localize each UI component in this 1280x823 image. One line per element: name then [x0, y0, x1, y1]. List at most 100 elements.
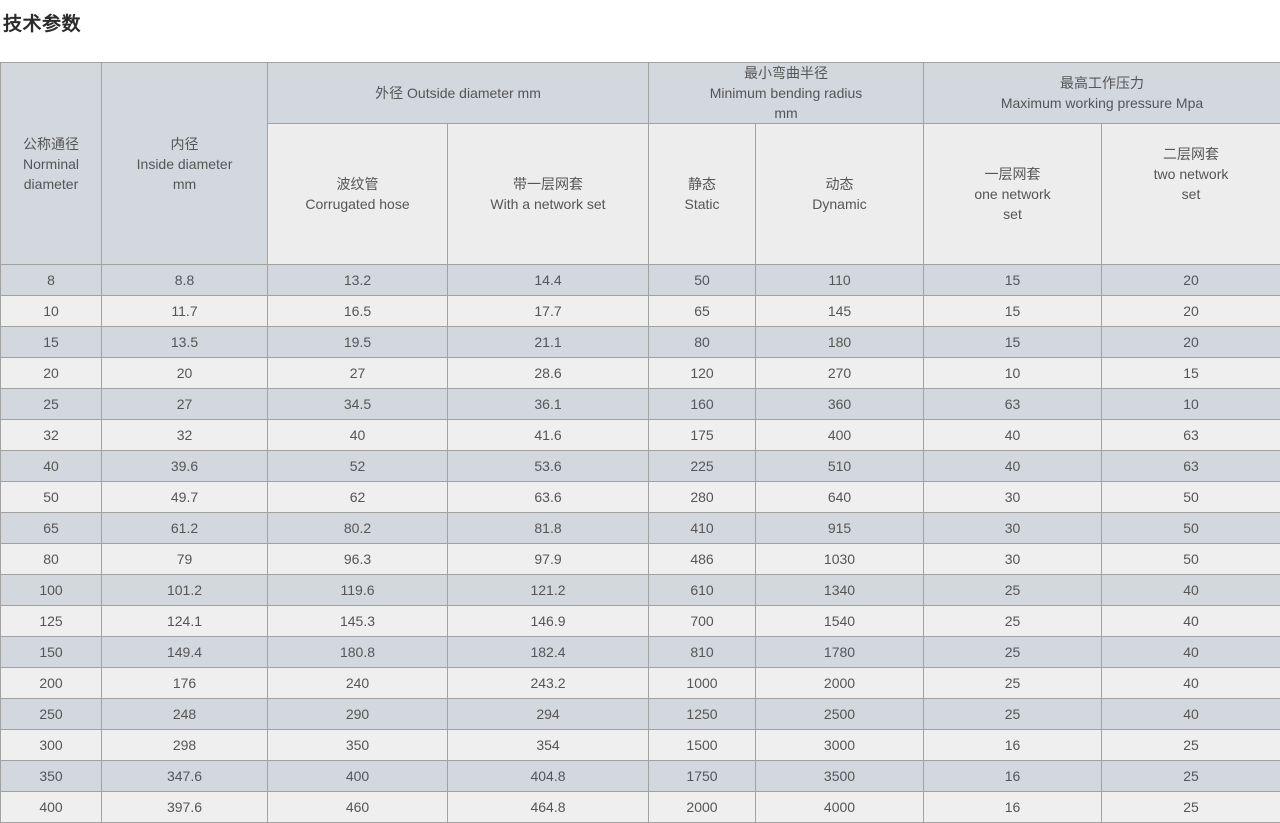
table-cell: 145.3 [268, 606, 448, 637]
table-cell: 40 [1102, 668, 1280, 699]
table-cell: 400 [756, 420, 924, 451]
table-cell: 50 [649, 265, 756, 296]
table-cell: 19.5 [268, 327, 448, 358]
table-cell: 145 [756, 296, 924, 327]
table-cell: 50 [1, 482, 102, 513]
table-cell: 404.8 [448, 761, 649, 792]
table-cell: 25 [924, 637, 1102, 668]
table-cell: 50 [1102, 513, 1280, 544]
table-cell: 1000 [649, 668, 756, 699]
table-cell: 11.7 [102, 296, 268, 327]
table-cell: 10 [924, 358, 1102, 389]
table-cell: 8.8 [102, 265, 268, 296]
table-cell: 25 [924, 606, 1102, 637]
header-group-row: 公称通径 Norminal diameter 内径 Inside diamete… [1, 63, 1280, 124]
table-cell: 294 [448, 699, 649, 730]
table-cell: 1250 [649, 699, 756, 730]
col-header-with-network-set: 带一层网套 With a network set [448, 124, 649, 265]
table-cell: 30 [924, 513, 1102, 544]
table-cell: 50 [1102, 482, 1280, 513]
table-cell: 16.5 [268, 296, 448, 327]
table-cell: 25 [924, 699, 1102, 730]
table-cell: 915 [756, 513, 924, 544]
table-cell: 121.2 [448, 575, 649, 606]
table-cell: 2500 [756, 699, 924, 730]
table-cell: 1030 [756, 544, 924, 575]
table-cell: 120 [649, 358, 756, 389]
table-cell: 63.6 [448, 482, 649, 513]
table-cell: 350 [1, 761, 102, 792]
table-cell: 25 [924, 575, 1102, 606]
table-cell: 2000 [756, 668, 924, 699]
table-cell: 32 [102, 420, 268, 451]
table-cell: 65 [1, 513, 102, 544]
table-cell: 40 [1102, 699, 1280, 730]
table-cell: 61.2 [102, 513, 268, 544]
table-cell: 65 [649, 296, 756, 327]
table-cell: 13.2 [268, 265, 448, 296]
table-cell: 13.5 [102, 327, 268, 358]
table-cell: 300 [1, 730, 102, 761]
technical-parameters-table: 公称通径 Norminal diameter 内径 Inside diamete… [0, 62, 1280, 823]
table-cell: 20 [1102, 265, 1280, 296]
col-header-one-network-set: 一层网套 one network set [924, 124, 1102, 265]
table-cell: 25 [1, 389, 102, 420]
table-cell: 40 [924, 420, 1102, 451]
table-cell: 3500 [756, 761, 924, 792]
table-cell: 1750 [649, 761, 756, 792]
table-cell: 25 [1102, 730, 1280, 761]
table-cell: 175 [649, 420, 756, 451]
table-cell: 53.6 [448, 451, 649, 482]
table-cell: 40 [1102, 575, 1280, 606]
table-cell: 80 [1, 544, 102, 575]
table-cell: 79 [102, 544, 268, 575]
table-cell: 15 [924, 327, 1102, 358]
table-cell: 49.7 [102, 482, 268, 513]
table-cell: 160 [649, 389, 756, 420]
table-cell: 200 [1, 668, 102, 699]
table-cell: 119.6 [268, 575, 448, 606]
table-cell: 1780 [756, 637, 924, 668]
table-cell: 180 [756, 327, 924, 358]
table-cell: 124.1 [102, 606, 268, 637]
table-cell: 182.4 [448, 637, 649, 668]
table-header: 公称通径 Norminal diameter 内径 Inside diamete… [1, 63, 1280, 265]
table-cell: 28.6 [448, 358, 649, 389]
table-cell: 20 [1, 358, 102, 389]
col-header-two-network-set: 二层网套 two network set [1102, 124, 1280, 265]
table-cell: 410 [649, 513, 756, 544]
col-header-corrugated-hose: 波纹管 Corrugated hose [268, 124, 448, 265]
table-cell: 50 [1102, 544, 1280, 575]
table-cell: 610 [649, 575, 756, 606]
table-cell: 34.5 [268, 389, 448, 420]
table-cell: 63 [1102, 420, 1280, 451]
table-cell: 17.7 [448, 296, 649, 327]
table-cell: 225 [649, 451, 756, 482]
table-cell: 14.4 [448, 265, 649, 296]
table-cell: 62 [268, 482, 448, 513]
table-cell: 32 [1, 420, 102, 451]
table-cell: 40 [1, 451, 102, 482]
table-cell: 360 [756, 389, 924, 420]
table-cell: 150 [1, 637, 102, 668]
table-cell: 15 [1, 327, 102, 358]
table-cell: 10 [1102, 389, 1280, 420]
table-cell: 27 [268, 358, 448, 389]
table-cell: 146.9 [448, 606, 649, 637]
table-cell: 97.9 [448, 544, 649, 575]
table-cell: 290 [268, 699, 448, 730]
table-cell: 80 [649, 327, 756, 358]
table-cell: 400 [268, 761, 448, 792]
table-cell: 354 [448, 730, 649, 761]
